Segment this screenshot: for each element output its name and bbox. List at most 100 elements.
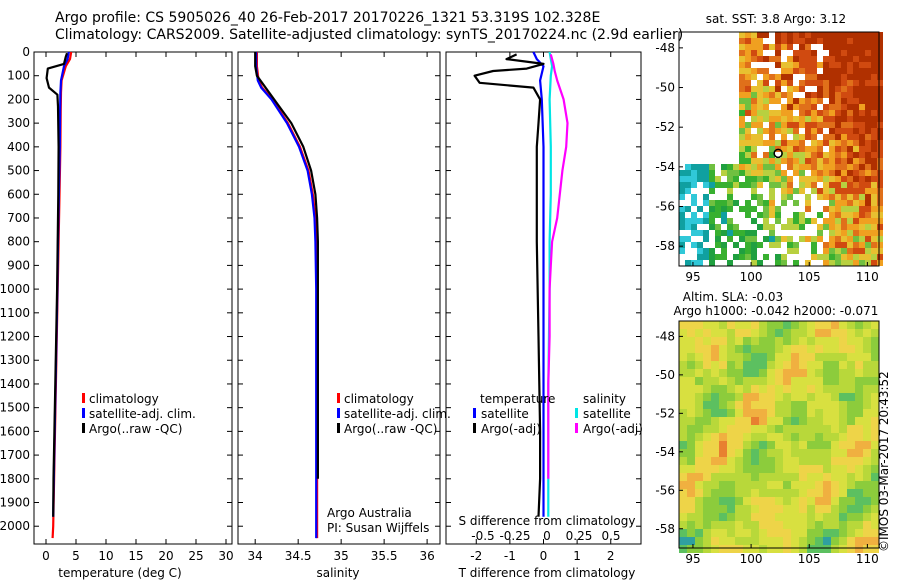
sst-cell bbox=[805, 56, 811, 62]
sst-cell bbox=[847, 200, 853, 206]
sst-cell bbox=[865, 200, 871, 206]
salinity-argo-line bbox=[254, 52, 319, 479]
sst-cell bbox=[805, 98, 811, 104]
sla-cell bbox=[695, 321, 703, 329]
sst-cell bbox=[835, 110, 841, 116]
sla-cell bbox=[743, 465, 751, 473]
sla-cell bbox=[687, 497, 695, 505]
sst-cell bbox=[745, 212, 751, 218]
sla-cell bbox=[807, 489, 815, 497]
sst-cell bbox=[787, 146, 793, 152]
sla-cell bbox=[743, 345, 751, 353]
sst-cell bbox=[703, 248, 709, 254]
sla-cell bbox=[687, 449, 695, 457]
sst-cell bbox=[853, 32, 859, 38]
sla-cell bbox=[735, 345, 743, 353]
sst-cell bbox=[787, 98, 793, 104]
sst-cell bbox=[751, 194, 757, 200]
sst-cell bbox=[847, 164, 853, 170]
sst-cell bbox=[775, 44, 781, 50]
sst-cell bbox=[871, 80, 877, 86]
sla-cell bbox=[871, 353, 879, 361]
sst-cell bbox=[781, 104, 787, 110]
sst-cell bbox=[829, 194, 835, 200]
sst-cell bbox=[739, 128, 745, 134]
sst-cell bbox=[757, 158, 763, 164]
sla-cell bbox=[839, 521, 847, 529]
sla-cell bbox=[711, 545, 719, 553]
sst-cell bbox=[853, 176, 859, 182]
sst-cell bbox=[871, 104, 877, 110]
sla-cell bbox=[831, 345, 839, 353]
sla-cell bbox=[863, 457, 871, 465]
sst-cell bbox=[721, 200, 727, 206]
sst-cell bbox=[679, 224, 685, 230]
sla-cell bbox=[711, 401, 719, 409]
sst-cell bbox=[841, 56, 847, 62]
sla-cell bbox=[719, 361, 727, 369]
sst-cell bbox=[745, 134, 751, 140]
sla-cell bbox=[807, 473, 815, 481]
sst-cell bbox=[865, 158, 871, 164]
sla-cell bbox=[743, 409, 751, 417]
sla-cell bbox=[799, 361, 807, 369]
sst-cell bbox=[829, 254, 835, 260]
sst-cell bbox=[781, 68, 787, 74]
sst-cell bbox=[781, 182, 787, 188]
sst-cell bbox=[835, 44, 841, 50]
sla-cell bbox=[687, 481, 695, 489]
sla-cell bbox=[815, 393, 823, 401]
sst-cell bbox=[799, 50, 805, 56]
sst-cell bbox=[865, 44, 871, 50]
sst-cell bbox=[835, 218, 841, 224]
sst-cell bbox=[751, 32, 757, 38]
sla-cell bbox=[735, 321, 743, 329]
sla-cell bbox=[807, 465, 815, 473]
sst-cell bbox=[817, 92, 823, 98]
sst-cell bbox=[781, 254, 787, 260]
sla-cell bbox=[687, 369, 695, 377]
sla-cell bbox=[831, 505, 839, 513]
sst-cell bbox=[823, 110, 829, 116]
sst-cell bbox=[871, 206, 877, 212]
sst-cell bbox=[859, 230, 865, 236]
sst-cell bbox=[835, 86, 841, 92]
sla-cell bbox=[751, 401, 759, 409]
legend-sal-argo: Argo(..raw -QC) bbox=[344, 422, 437, 436]
sst-cell bbox=[835, 254, 841, 260]
sla-cell bbox=[719, 513, 727, 521]
sla-cell bbox=[831, 361, 839, 369]
sst-cell bbox=[751, 116, 757, 122]
sst-cell bbox=[679, 182, 685, 188]
sst-cell bbox=[757, 44, 763, 50]
sst-cell bbox=[829, 164, 835, 170]
sst-cell bbox=[757, 260, 763, 266]
sla-cell bbox=[839, 345, 847, 353]
sla-cell bbox=[863, 393, 871, 401]
sst-cell bbox=[709, 224, 715, 230]
sst-cell bbox=[715, 200, 721, 206]
sla-cell bbox=[807, 417, 815, 425]
sst-cell bbox=[745, 206, 751, 212]
sst-cell bbox=[739, 116, 745, 122]
sla-cell bbox=[687, 537, 695, 545]
sst-cell bbox=[853, 260, 859, 266]
sst-cell bbox=[841, 134, 847, 140]
sla-cell bbox=[775, 529, 783, 537]
sst-cell bbox=[787, 62, 793, 68]
sla-cell bbox=[695, 377, 703, 385]
sla-cell bbox=[863, 465, 871, 473]
sla-cell bbox=[743, 321, 751, 329]
sst-cell bbox=[775, 170, 781, 176]
x-tick-label: 35.5 bbox=[371, 549, 398, 563]
sst-cell bbox=[871, 182, 877, 188]
sla-cell bbox=[807, 433, 815, 441]
sst-cell bbox=[769, 164, 775, 170]
sst-cell bbox=[871, 224, 877, 230]
sst-cell bbox=[859, 56, 865, 62]
sst-cell bbox=[739, 182, 745, 188]
sst-cell bbox=[703, 176, 709, 182]
sla-cell bbox=[767, 417, 775, 425]
sla-cell bbox=[751, 489, 759, 497]
sla-cell bbox=[767, 361, 775, 369]
